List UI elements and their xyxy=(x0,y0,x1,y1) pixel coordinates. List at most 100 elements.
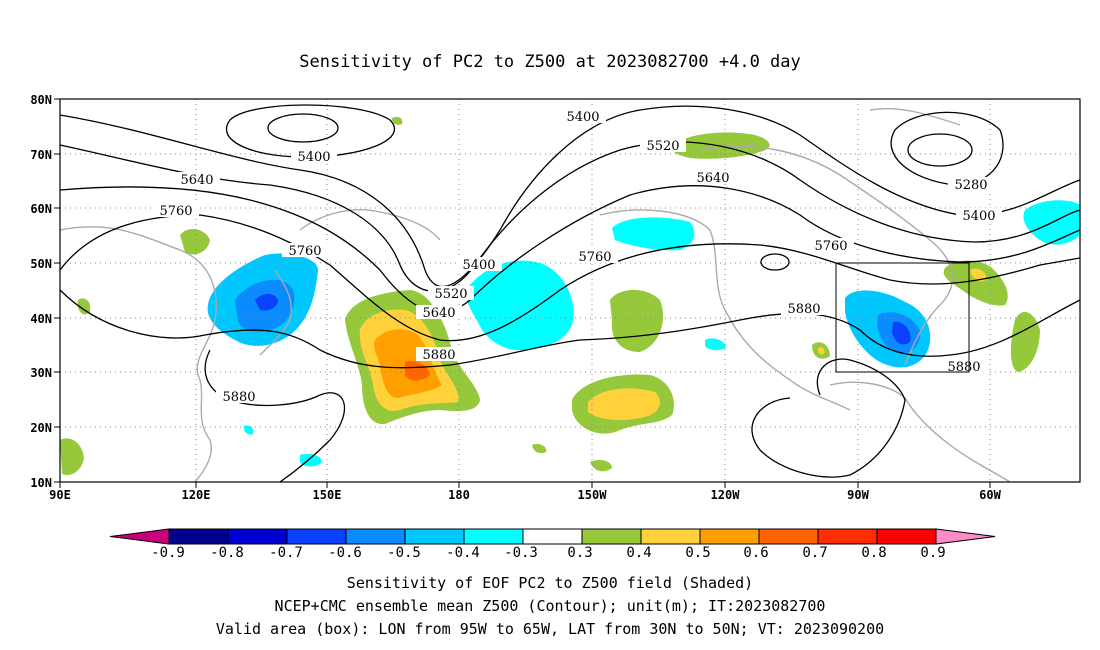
clabel-8: 5760 xyxy=(159,204,192,219)
cb-label-6: -0.4 xyxy=(446,545,480,561)
contour-5880 xyxy=(59,289,1081,369)
clabel-11: 5520 xyxy=(434,287,467,302)
shade-pos-small1 xyxy=(77,298,91,315)
shade-pos-gulf-core xyxy=(817,347,825,355)
colorbar-arrow-left xyxy=(109,528,170,545)
clabel-bg-16 xyxy=(781,301,827,315)
shade-neg-japan-core xyxy=(255,294,278,311)
valid-area-box xyxy=(835,262,970,373)
lon-label-120w: 120W xyxy=(711,488,741,502)
cb-label-5: -0.5 xyxy=(387,545,421,561)
cb-label-13: 0.8 xyxy=(861,545,886,561)
colorbar-segment xyxy=(758,528,819,545)
shade-pos-hawaii-mid xyxy=(588,388,660,420)
colorbar-segment xyxy=(876,528,937,545)
figure-title: Sensitivity of PC2 to Z500 at 2023082700… xyxy=(299,52,801,72)
coast-kamchatka xyxy=(299,209,441,241)
clabel-bg-18 xyxy=(941,359,987,373)
colorbar-segment xyxy=(640,528,701,545)
clabel-bg-12 xyxy=(416,305,462,319)
shade-pos-small2 xyxy=(392,116,403,125)
shade-neg-epac xyxy=(466,260,574,351)
cb-label-14: 0.9 xyxy=(920,545,945,561)
lon-label-90w: 90W xyxy=(847,488,869,502)
footer-line-1: Sensitivity of EOF PC2 to Z500 field (Sh… xyxy=(347,574,753,592)
lat-labels: 80N 70N 60N 50N 40N 30N 20N 10N xyxy=(30,93,52,490)
cb-label-12: 0.7 xyxy=(802,545,827,561)
coast-japan xyxy=(259,269,292,356)
lat-label-70n: 70N xyxy=(30,148,52,162)
cb-label-10: 0.5 xyxy=(685,545,710,561)
lat-label-80n: 80N xyxy=(30,93,52,107)
contour-5400-siberia xyxy=(225,104,396,158)
coastlines xyxy=(59,107,1011,483)
clabel-13: 5880 xyxy=(422,348,455,363)
shade-neg-small2 xyxy=(705,338,726,351)
contour-labels: 5400 5400 5520 5640 5280 5400 5640 5760 … xyxy=(153,109,1002,405)
lat-label-40n: 40N xyxy=(30,312,52,326)
lat-label-60n: 60N xyxy=(30,202,52,216)
clabel-17: 5760 xyxy=(814,239,847,254)
clabel-bg-9 xyxy=(282,243,328,257)
colorbar-segment xyxy=(522,528,583,545)
contour-5520 xyxy=(59,141,1081,292)
colorbar-segment xyxy=(345,528,406,545)
clabel-bg-6 xyxy=(956,208,1002,222)
coast-namerica-east xyxy=(699,145,954,366)
cb-label-2: -0.8 xyxy=(210,545,244,561)
clabel-18: 5880 xyxy=(947,360,980,375)
shade-pos-small3 xyxy=(532,443,547,454)
contour-5760 xyxy=(59,214,1081,342)
shade-pos-natl xyxy=(943,260,1008,306)
clabel-5: 5280 xyxy=(954,178,987,193)
shade-pos-sw xyxy=(60,438,84,476)
clabel-16: 5880 xyxy=(787,302,820,317)
map-frame xyxy=(59,98,1081,483)
colorbar-segment xyxy=(817,528,878,545)
cb-label-8: 0.3 xyxy=(567,545,592,561)
contour-low-siberia xyxy=(267,113,339,143)
clabel-bg-4 xyxy=(174,172,220,186)
lon-label-60w: 60W xyxy=(979,488,1001,502)
lat-label-20n: 20N xyxy=(30,421,52,435)
cb-label-3: -0.7 xyxy=(269,545,303,561)
lon-label-180: 180 xyxy=(448,488,470,502)
contour-5880-gulf xyxy=(751,358,906,478)
contour-low-greenland xyxy=(907,133,973,167)
coast-arctic xyxy=(869,107,961,126)
coast-caribbean xyxy=(829,381,1011,483)
colorbar-arrow-right xyxy=(935,528,996,545)
clabel-bg-7 xyxy=(690,170,736,184)
clabel-9: 5760 xyxy=(288,244,321,259)
colorbar-segment xyxy=(699,528,760,545)
clabel-bg-1 xyxy=(291,149,337,163)
contour-low-canada xyxy=(760,253,790,271)
tick-marks xyxy=(54,98,991,488)
lon-label-120e: 120E xyxy=(182,488,211,502)
coast-asia xyxy=(59,226,217,483)
lat-label-30n: 30N xyxy=(30,366,52,380)
cb-label-11: 0.6 xyxy=(743,545,768,561)
colorbar-segment xyxy=(227,528,288,545)
shade-pos-pacific-core xyxy=(405,360,430,381)
clabel-15: 5880 xyxy=(222,390,255,405)
coast-namerica-west xyxy=(599,209,851,411)
colorbar-segment xyxy=(581,528,642,545)
contour-5880-south xyxy=(204,349,346,483)
cb-label-4: -0.6 xyxy=(328,545,362,561)
shade-pos-natl-core xyxy=(970,268,987,282)
colorbar-segment xyxy=(463,528,524,545)
contour-5640 xyxy=(59,185,1081,313)
sensitivity-shading xyxy=(60,116,1080,476)
clabel-bg-17 xyxy=(808,238,854,252)
cb-label-1: -0.9 xyxy=(151,545,185,561)
clabel-10: 5400 xyxy=(462,258,495,273)
clabel-4: 5640 xyxy=(180,173,213,188)
shade-pos-small4 xyxy=(590,460,612,472)
map-panel: 5400 5400 5520 5640 5280 5400 5640 5760 … xyxy=(30,93,1081,502)
clabel-7: 5640 xyxy=(696,171,729,186)
shade-neg-small1 xyxy=(300,453,322,467)
lon-label-150e: 150E xyxy=(313,488,342,502)
clabel-12: 5640 xyxy=(422,306,455,321)
